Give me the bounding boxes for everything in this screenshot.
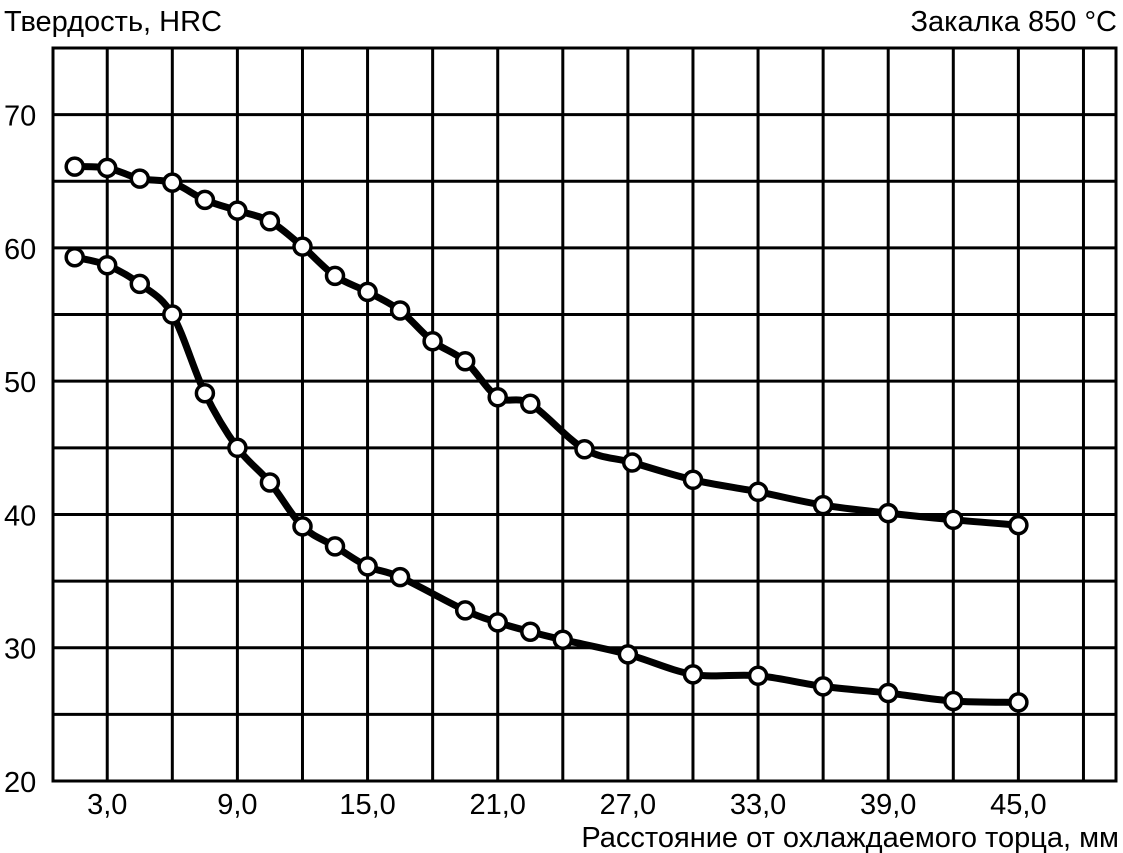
data-point-marker <box>259 211 281 232</box>
data-point-marker <box>1008 514 1029 536</box>
data-point-marker <box>324 536 346 557</box>
x-tick-label: 9,0 <box>217 789 257 821</box>
data-point-marker <box>292 236 313 257</box>
data-point-marker <box>747 665 769 686</box>
data-point-marker <box>454 600 476 621</box>
data-point-marker <box>259 472 281 493</box>
data-point-marker <box>357 281 378 303</box>
data-point-marker <box>682 469 704 491</box>
data-point-marker <box>1008 692 1029 713</box>
data-point-marker <box>96 254 118 276</box>
x-tick-label: 27,0 <box>600 789 656 821</box>
data-point-marker <box>877 682 899 704</box>
data-point-marker <box>389 566 411 588</box>
quench-annotation: Закалка 850 °C <box>910 6 1117 38</box>
y-tick-label: 20 <box>4 767 36 799</box>
data-point-marker <box>422 330 443 352</box>
tick-labels: 3,0 9,0 15,0 21,0 27,0 33,0 39,0 45,0 20 30 40 50 60… <box>4 101 1047 821</box>
data-point-marker <box>943 690 964 712</box>
x-tick-label: 21,0 <box>469 789 525 821</box>
series-layer <box>64 156 1029 713</box>
data-point-marker <box>812 676 834 697</box>
y-tick-label: 70 <box>4 101 36 133</box>
data-point-marker <box>487 612 508 633</box>
data-point-marker <box>227 200 248 221</box>
data-point-marker <box>324 265 346 287</box>
data-point-marker <box>520 621 541 642</box>
data-point-marker <box>64 246 85 268</box>
y-tick-label: 60 <box>4 234 36 266</box>
x-tick-label: 39,0 <box>860 789 916 821</box>
series-line-2 <box>71 253 1022 706</box>
x-tick-label: 45,0 <box>990 789 1046 821</box>
data-point-marker <box>162 304 183 325</box>
y-tick-label: 50 <box>4 367 36 399</box>
data-point-marker <box>64 156 85 177</box>
data-point-marker <box>943 509 964 531</box>
data-point-marker <box>574 438 595 460</box>
data-point-marker <box>227 437 248 459</box>
series-line-1 <box>71 163 1022 529</box>
x-tick-label: 15,0 <box>339 789 395 821</box>
data-point-marker <box>357 556 378 577</box>
data-point-marker <box>552 629 574 650</box>
y-tick-label: 40 <box>4 500 36 532</box>
data-point-marker <box>194 189 216 211</box>
y-tick-label: 30 <box>4 634 36 666</box>
y-axis-title: Твердость, HRC <box>4 6 222 38</box>
data-point-marker <box>96 157 118 179</box>
data-point-marker <box>194 382 216 404</box>
data-point-marker <box>520 393 541 415</box>
data-point-marker <box>682 664 704 685</box>
data-point-marker <box>129 273 151 295</box>
data-point-marker <box>454 350 476 372</box>
data-point-marker <box>617 644 639 665</box>
data-point-marker <box>621 452 643 473</box>
x-axis-title: Расстояние от охлаждаемого торца, мм <box>581 822 1119 853</box>
data-point-marker <box>747 481 769 503</box>
data-point-marker <box>812 494 834 516</box>
x-tick-label: 33,0 <box>730 789 786 821</box>
data-point-marker <box>162 172 183 193</box>
data-point-marker <box>292 516 313 537</box>
data-point-marker <box>487 386 508 408</box>
data-point-marker <box>129 168 151 189</box>
data-point-marker <box>877 502 899 524</box>
x-tick-label: 3,0 <box>87 789 127 821</box>
data-point-marker <box>389 300 411 321</box>
plot-frame <box>51 46 1118 783</box>
